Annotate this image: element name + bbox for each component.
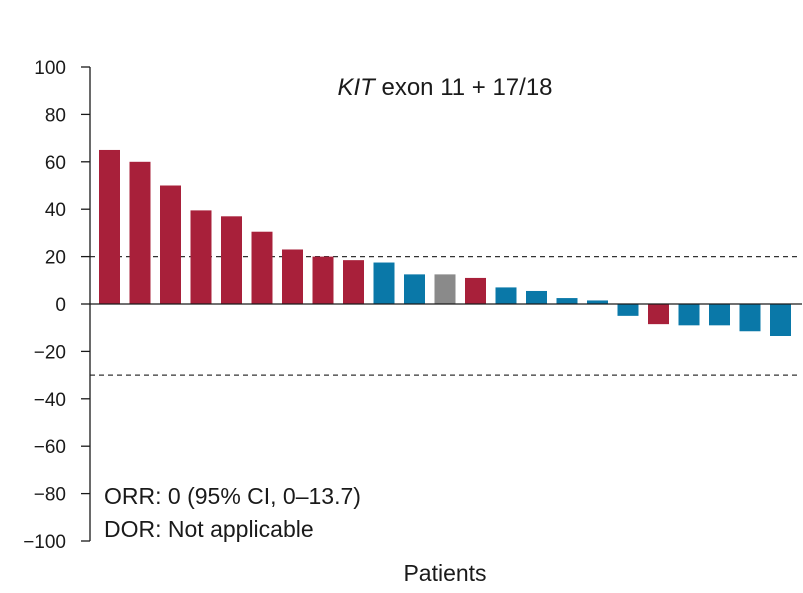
bar — [739, 304, 761, 332]
bar — [495, 287, 517, 304]
y-tick-label: −80 — [34, 485, 66, 506]
bar — [526, 290, 547, 304]
bar — [648, 304, 669, 325]
bar — [373, 262, 395, 304]
bars-group — [99, 149, 791, 336]
bar — [129, 161, 151, 304]
y-tick-label: 80 — [45, 105, 66, 126]
bar — [160, 185, 181, 304]
bar — [587, 300, 608, 304]
y-tick-label: −40 — [34, 390, 66, 411]
bar — [282, 249, 303, 304]
chart-title: KIT exon 11 + 17/18 — [337, 74, 552, 101]
y-tick-label: −100 — [23, 532, 66, 553]
y-tick-label: 0 — [55, 295, 66, 316]
bar — [770, 304, 791, 336]
bar — [343, 260, 364, 304]
bar — [709, 304, 730, 326]
chart-title-rest: exon 11 + 17/18 — [375, 74, 553, 101]
y-tick-label: −20 — [34, 342, 66, 363]
y-tick-label: 20 — [45, 248, 66, 269]
y-tick-label: 40 — [45, 200, 66, 221]
bar — [251, 231, 273, 304]
orr-annotation: ORR: 0 (95% CI, 0–13.7) — [104, 483, 361, 509]
bar — [404, 274, 425, 304]
axes — [89, 67, 802, 541]
y-tick-label: 100 — [34, 58, 66, 79]
y-tick-label: 60 — [45, 153, 66, 174]
bar — [678, 304, 700, 326]
bar — [221, 216, 242, 304]
bar — [190, 210, 212, 304]
bar — [465, 277, 486, 304]
bar — [434, 274, 456, 304]
y-tick-label: −60 — [34, 437, 66, 458]
y-ticks: 100 80 60 40 20 0 −20 −40 −60 −80 −100 — [23, 58, 90, 553]
dor-annotation: DOR: Not applicable — [104, 516, 314, 542]
chart-title-italic: KIT — [337, 74, 377, 101]
bar — [617, 304, 639, 316]
bar — [312, 256, 334, 304]
bar — [99, 149, 120, 304]
bar — [556, 298, 578, 304]
x-axis-label: Patients — [403, 560, 486, 586]
